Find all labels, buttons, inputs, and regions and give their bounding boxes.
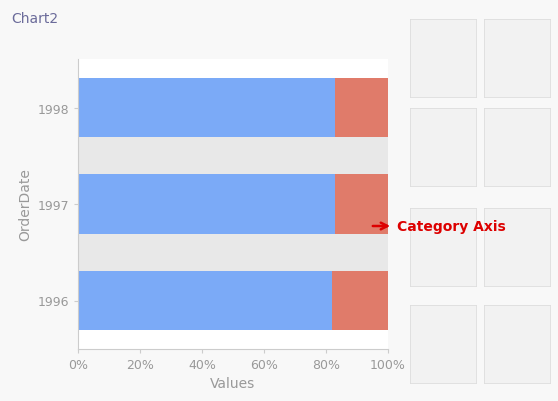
X-axis label: Values: Values (210, 377, 256, 390)
Bar (332, 271, 388, 330)
Text: Chart2: Chart2 (11, 12, 58, 26)
Bar (78, 271, 332, 330)
Y-axis label: OrderDate: OrderDate (18, 168, 32, 241)
Bar (78, 79, 335, 138)
Bar (78, 175, 335, 234)
Bar (335, 79, 388, 138)
Bar (335, 175, 388, 234)
Bar (78, 138, 388, 175)
Bar (78, 234, 388, 271)
Text: Category Axis: Category Axis (397, 219, 506, 233)
